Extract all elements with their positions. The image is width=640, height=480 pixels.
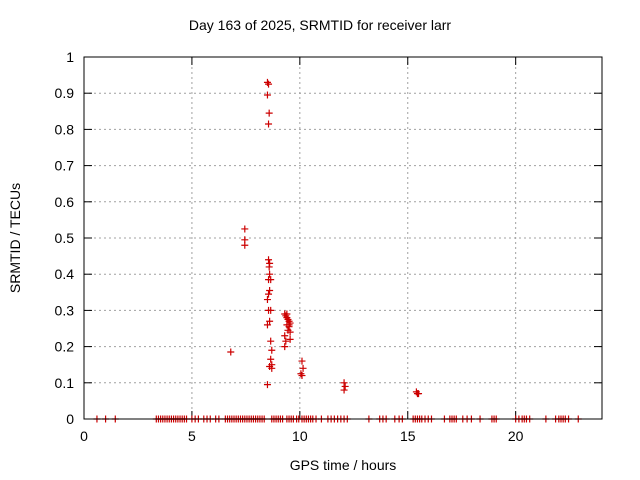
data-point [298, 372, 306, 380]
data-point [265, 80, 273, 88]
data-point [286, 335, 294, 343]
data-point [265, 120, 273, 128]
data-point [266, 317, 274, 325]
y-tick-label: 0.8 [55, 121, 75, 137]
data-point [265, 306, 273, 314]
x-axis-label: GPS time / hours [289, 457, 397, 473]
y-tick-label: 0.3 [55, 302, 75, 318]
data-point [268, 364, 276, 372]
y-tick-label: 0.7 [55, 158, 75, 174]
data-point [266, 286, 274, 294]
data-point [299, 364, 307, 372]
y-tick-label: 0.9 [55, 85, 75, 101]
data-point [341, 382, 349, 390]
y-tick-label: 0.6 [55, 194, 75, 210]
plot-frame [83, 56, 603, 420]
x-tick-label: 0 [80, 428, 88, 444]
data-point [263, 381, 271, 389]
y-axis-label: SRMTID / TECUs [7, 182, 23, 294]
y-tick-label: 0.1 [55, 375, 75, 391]
data-point [267, 337, 275, 345]
data-point [281, 332, 289, 340]
data-point [266, 270, 274, 278]
data-point [298, 357, 306, 365]
x-tick-label: 15 [400, 428, 416, 444]
data-point [263, 78, 271, 86]
x-tick-label: 20 [508, 428, 524, 444]
data-point [241, 241, 249, 249]
data-point [265, 256, 273, 264]
data-point [263, 296, 271, 304]
data-point [282, 337, 290, 345]
data-point [263, 91, 271, 99]
data-point [265, 290, 273, 298]
data-point [265, 109, 273, 117]
data-point [285, 321, 293, 329]
data-point [267, 276, 275, 284]
data-point [267, 355, 275, 363]
data-point [227, 348, 235, 356]
y-tick-label: 0 [66, 411, 74, 427]
chart-title: Day 163 of 2025, SRMTID for receiver lar… [188, 17, 452, 33]
data-point [340, 379, 348, 387]
data-point [283, 310, 291, 318]
data-point [340, 386, 348, 394]
x-tick-label: 5 [188, 428, 196, 444]
grid-lines [84, 57, 602, 419]
y-tick-label: 0.4 [55, 266, 75, 282]
data-point [265, 263, 273, 271]
data-point [241, 225, 249, 233]
data-point [413, 390, 421, 398]
data-point [263, 321, 271, 329]
x-tick-label: 10 [292, 428, 308, 444]
data-points [93, 78, 582, 423]
y-tick-label: 1 [66, 49, 74, 65]
tick-labels: 00.10.20.30.40.50.60.70.80.910 5 10 15 20 [55, 49, 524, 444]
data-point [286, 328, 294, 336]
y-tick-label: 0.2 [55, 339, 75, 355]
data-point [268, 346, 276, 354]
data-point [281, 343, 289, 351]
y-tick-label: 0.5 [55, 230, 75, 246]
